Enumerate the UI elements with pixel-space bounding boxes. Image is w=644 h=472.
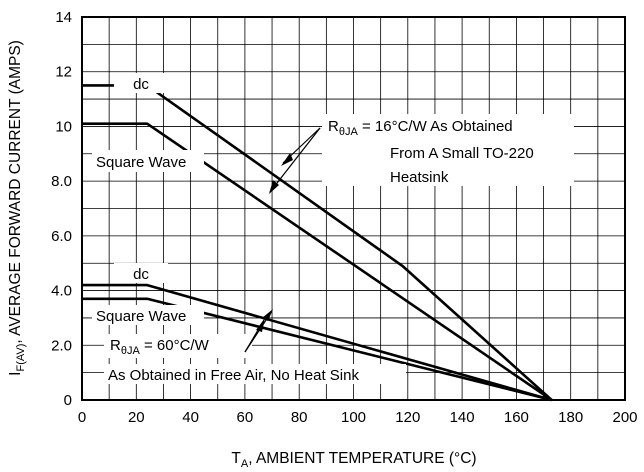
annotation-r-upper-line3: Heatsink [390, 169, 449, 186]
label-box-r-lower2 [104, 364, 406, 384]
label-box-sw-lower [92, 305, 204, 325]
pointer-arrow-upper-a [281, 153, 293, 166]
plot-frame [81, 16, 626, 401]
label-box-r-upper [322, 114, 574, 186]
label-box-sw-upper [92, 150, 204, 172]
x-tick-label: 140 [450, 409, 475, 426]
annotation-r-theta-lower: RθJA = 60°C/W [110, 337, 210, 357]
y-tick-label: 8.0 [51, 173, 72, 190]
annotation-dc-lower: dc [133, 266, 149, 283]
annotation-r-theta-upper: RθJA = 16°C/W As Obtained [328, 118, 513, 138]
y-tick-label: 6.0 [51, 228, 72, 245]
y-tick-label: 0 [64, 392, 72, 409]
annotation-square-wave-upper: Square Wave [96, 154, 186, 171]
annotation-r-lower-line2: As Obtained in Free Air, No Heat Sink [108, 367, 359, 384]
label-box-dc-upper [114, 73, 168, 93]
x-tick-label: 120 [395, 409, 420, 426]
y-tick-label: 2.0 [51, 337, 72, 354]
x-tick-label: 60 [237, 409, 254, 426]
x-tick-label: 180 [558, 409, 583, 426]
y-tick-label: 10 [55, 118, 72, 135]
x-tick-label: 0 [78, 409, 86, 426]
y-axis-label: IF(AV), AVERAGE FORWARD CURRENT (AMPS) [7, 40, 27, 376]
series-line-2 [82, 122, 553, 402]
series-line-4 [82, 297, 553, 402]
x-tick-label: 100 [341, 409, 366, 426]
label-box-dc-lower [114, 263, 168, 283]
y-tick-label: 12 [55, 64, 72, 81]
y-tick-label: 14 [55, 9, 72, 26]
x-tick-label: 40 [182, 409, 199, 426]
label-box-r-lower1 [104, 334, 252, 358]
pointer-arrow-lower-a [262, 309, 273, 321]
pointer-arrow-upper-b [269, 180, 279, 194]
x-tick-label: 80 [291, 409, 308, 426]
ticks: 0 20 40 60 80 100 120 140 160 180 200 0 2.0 4.0 6.0 8.0… [51, 9, 637, 426]
series-line-3 [82, 283, 553, 402]
y-tick-label: 4.0 [51, 283, 72, 300]
x-tick-label: 160 [504, 409, 529, 426]
x-tick-label: 20 [128, 409, 145, 426]
pointer-line-upper-b [269, 127, 321, 193]
x-tick-label: 200 [612, 409, 637, 426]
annotation-r-upper-line2: From A Small TO-220 [390, 145, 534, 162]
annotation-square-wave-lower: Square Wave [96, 308, 186, 325]
annotation-dc-upper: dc [133, 76, 149, 93]
x-axis-label: TA, AMBIENT TEMPERATURE (°C) [231, 450, 476, 470]
pointer-arrow-lower-b [256, 318, 265, 332]
